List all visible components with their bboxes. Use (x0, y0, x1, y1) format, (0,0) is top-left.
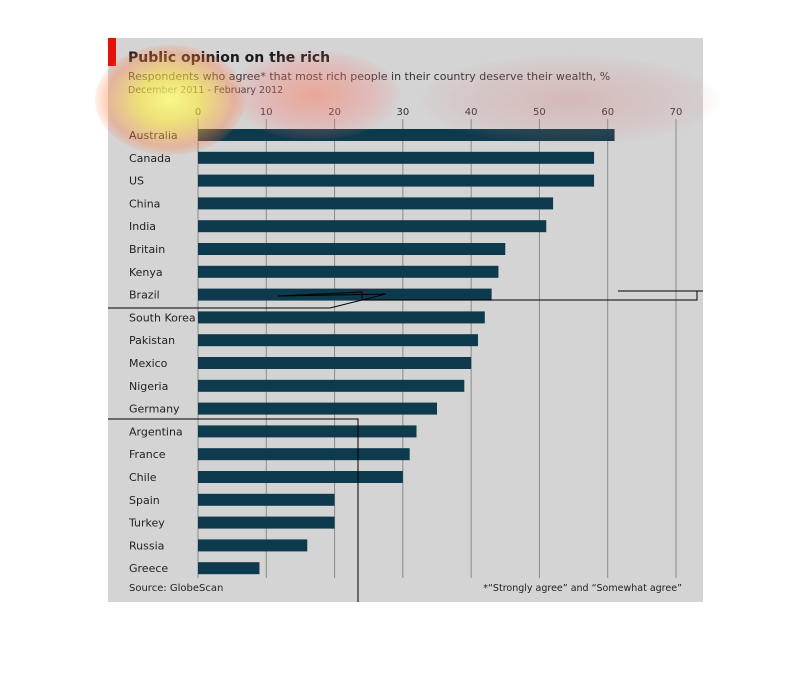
bar-spain (198, 493, 335, 506)
bar-nigeria (198, 379, 465, 392)
category-label: Germany (129, 403, 180, 416)
category-label: Russia (129, 539, 164, 552)
category-label: India (129, 220, 156, 233)
bar-greece (198, 562, 260, 575)
bar-kenya (198, 265, 499, 278)
bar-chart: 0 10 20 30 40 50 60 70 AustraliaCanadaUSChinaIn… (128, 107, 683, 578)
bar-turkey (198, 516, 335, 529)
source-note: Source: GlobeScan (129, 583, 224, 594)
bar-china (198, 197, 554, 210)
bar-india (198, 220, 547, 233)
x-tick-label: 60 (601, 107, 614, 118)
category-label: Nigeria (129, 380, 168, 393)
category-label: Chile (129, 471, 157, 484)
bar-chile (198, 471, 403, 483)
bar-canada (198, 151, 595, 164)
category-label: Argentina (129, 425, 183, 438)
bar-germany (198, 402, 437, 415)
category-label: Turkey (128, 517, 165, 530)
category-label: Mexico (129, 357, 168, 370)
category-label: US (129, 175, 144, 188)
x-tick-label: 30 (396, 107, 409, 118)
category-label: Britain (129, 243, 165, 256)
category-labels: AustraliaCanadaUSChinaIndiaBritainKenyaB… (128, 129, 196, 575)
x-tick-label: 50 (533, 107, 546, 118)
category-label: France (129, 448, 166, 461)
bar-south-korea (198, 311, 485, 324)
bars (198, 129, 615, 575)
category-label: South Korea (129, 311, 196, 324)
bar-mexico (198, 357, 472, 369)
x-tick-label: 70 (670, 107, 683, 118)
category-label: Canada (129, 152, 171, 165)
bar-russia (198, 539, 308, 552)
footnote: *“Strongly agree” and “Somewhat agree” (483, 583, 682, 594)
x-tick-label: 40 (465, 107, 478, 118)
bar-france (198, 448, 410, 461)
bar-argentina (198, 425, 417, 438)
category-label: China (129, 197, 160, 210)
bar-britain (198, 243, 506, 255)
bar-pakistan (198, 334, 478, 347)
category-label: Spain (129, 494, 160, 507)
category-label: Pakistan (129, 334, 175, 347)
category-label: Brazil (129, 289, 160, 302)
category-label: Greece (129, 562, 168, 575)
category-label: Kenya (129, 266, 163, 279)
bar-us (198, 174, 595, 187)
